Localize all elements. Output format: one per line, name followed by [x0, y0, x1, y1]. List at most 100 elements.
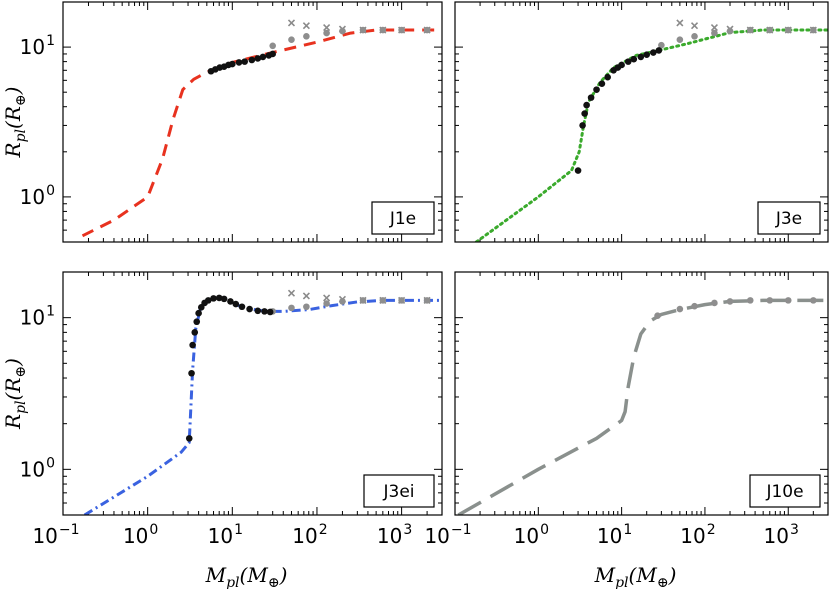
- gray-data-point: [658, 41, 665, 49]
- black-data-point: [618, 61, 625, 69]
- black-data-point: [637, 53, 645, 61]
- legend-box: [363, 474, 435, 508]
- x-axis-label-j3ei: Mpl(M⊕): [205, 563, 288, 589]
- cross-point: [676, 19, 684, 27]
- black-data-point: [650, 49, 657, 56]
- ticks-j1e: [62, 1, 443, 243]
- gray-data-point: [339, 27, 346, 35]
- y-tick-label: 101: [20, 33, 55, 59]
- black-data-point: [191, 329, 199, 336]
- cross-point: [710, 24, 718, 32]
- black-data-point: [248, 56, 256, 64]
- gray-data-point: [676, 36, 684, 44]
- gray-data-point: [398, 26, 405, 34]
- cross-point: [302, 292, 310, 300]
- black-data-point: [241, 58, 248, 65]
- cross-point: [323, 24, 331, 32]
- legend-j1e: J1e: [371, 201, 435, 235]
- y-tick-label: 101: [20, 304, 55, 330]
- legend-j10e: J10e: [749, 474, 821, 508]
- axes-frame-j3e: [454, 1, 829, 243]
- gray-data-point: [423, 26, 431, 34]
- x-tick-label: 101: [208, 522, 243, 548]
- black-data-point: [189, 341, 196, 349]
- y-tick-label: 100: [20, 455, 55, 481]
- black-data-point: [574, 167, 582, 174]
- gray-data-point: [654, 312, 661, 320]
- black-data-point: [254, 307, 262, 315]
- black-data-point: [261, 308, 268, 315]
- legend-label: J3e: [775, 209, 802, 229]
- gray-data-point: [784, 297, 792, 304]
- gray-data-point: [359, 297, 367, 304]
- black-data-point: [210, 295, 217, 302]
- black-data-point: [624, 58, 632, 65]
- panel-j1e: J1e 100 101: [20, 1, 443, 243]
- legend-label: J3ei: [382, 482, 414, 502]
- black-data-point: [235, 59, 243, 66]
- cross-point: [690, 22, 699, 30]
- black-data-point: [266, 308, 274, 316]
- black-data-point: [246, 305, 253, 313]
- black-data-point: [188, 369, 195, 377]
- x-tick-label: 101: [597, 522, 632, 548]
- black-data-point: [185, 435, 193, 442]
- black-data-point: [643, 51, 651, 58]
- legend-box: [757, 201, 821, 235]
- legend-box: [749, 474, 821, 508]
- x-tick-label: 103: [764, 522, 799, 548]
- x-tick-label: 10−1: [32, 522, 79, 548]
- plot-area-j3ei: [83, 289, 442, 515]
- gray-data-point: [691, 33, 698, 40]
- cross-point: [323, 294, 331, 302]
- black-data-point: [259, 53, 267, 61]
- x-tick-label: 102: [680, 522, 715, 548]
- gray-data-point: [766, 297, 774, 304]
- black-data-point: [630, 55, 638, 63]
- black-data-point: [587, 94, 595, 101]
- gray-data-point: [303, 33, 310, 40]
- gray-data-point: [711, 299, 718, 307]
- black-data-point: [229, 60, 236, 68]
- black-data-point: [232, 300, 240, 308]
- gray-data-point: [726, 298, 734, 305]
- black-data-point: [195, 309, 202, 317]
- y-axis-label-j1e: Rpl(R⊕): [1, 87, 29, 159]
- gray-data-point: [398, 297, 405, 304]
- black-data-point: [269, 50, 276, 58]
- gray-data-point: [323, 300, 330, 307]
- gray-data-point: [746, 297, 754, 304]
- x-tick-label: 10−1: [424, 522, 471, 548]
- plot-area-j3e: [474, 19, 828, 242]
- black-data-point: [579, 122, 586, 129]
- gray-data-point: [691, 302, 698, 310]
- black-data-point: [583, 101, 590, 109]
- black-data-point: [238, 303, 246, 311]
- x-tick-label: 100: [123, 522, 158, 548]
- x-tick-label: 102: [292, 522, 327, 548]
- black-data-point: [220, 295, 228, 303]
- gray-data-point: [711, 29, 718, 37]
- black-data-point: [193, 318, 201, 326]
- legend-j3e: J3e: [757, 201, 821, 235]
- black-data-point: [655, 47, 663, 54]
- y-tick-label: 100: [20, 183, 55, 209]
- black-data-point: [598, 80, 606, 87]
- x-tick-label: 103: [377, 522, 412, 548]
- gray-data-point: [288, 304, 295, 312]
- gray-data-point: [339, 298, 346, 305]
- black-data-point: [215, 294, 223, 302]
- legend-box: [371, 201, 435, 235]
- legend-j3ei: J3ei: [363, 474, 435, 508]
- gray-data-point: [676, 305, 684, 313]
- black-data-point: [593, 86, 600, 93]
- gray-data-point: [303, 303, 310, 311]
- axes-frame-j10e: [454, 271, 829, 516]
- plot-area-j10e: [457, 297, 828, 515]
- black-data-point: [204, 297, 212, 304]
- black-data-point: [581, 110, 588, 117]
- cross-point: [302, 22, 310, 30]
- plot-area-j1e: [81, 19, 442, 238]
- black-data-point: [227, 298, 234, 305]
